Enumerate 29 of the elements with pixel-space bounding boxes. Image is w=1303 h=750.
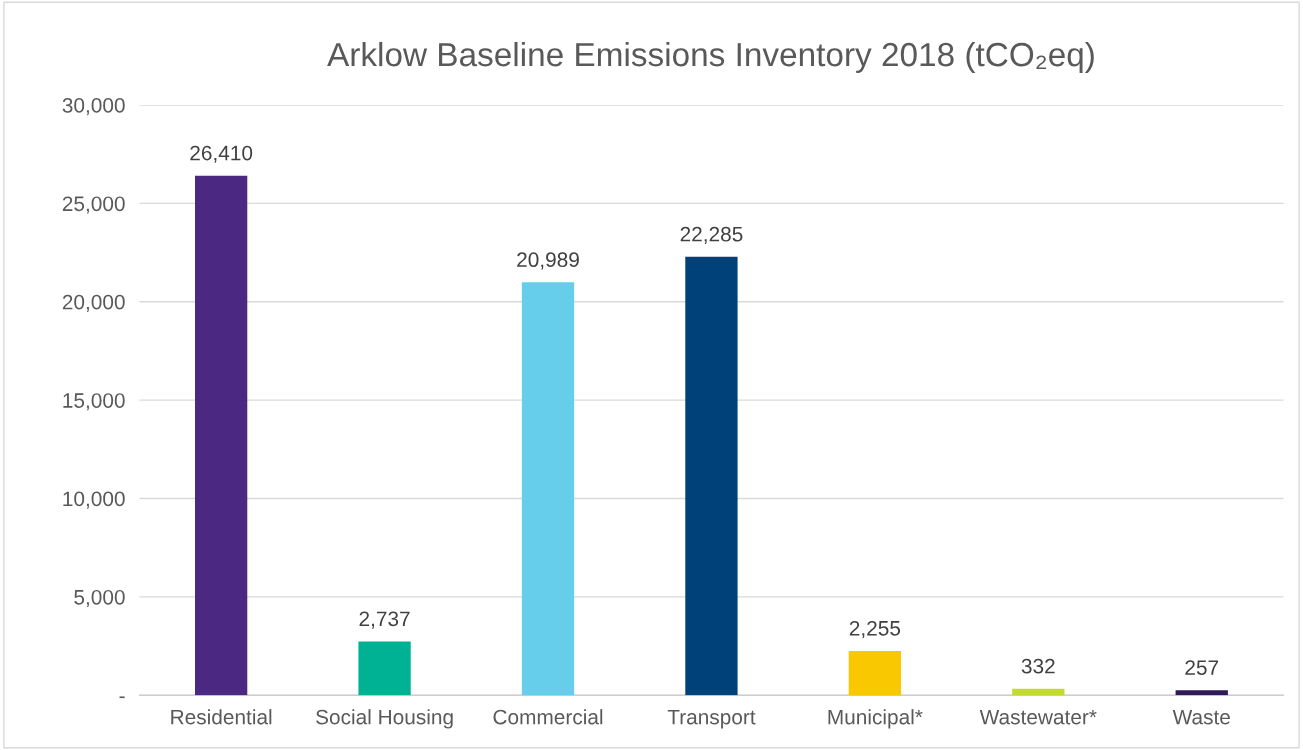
y-tick-label: 20,000 bbox=[62, 294, 125, 312]
x-tick-label: Transport bbox=[667, 709, 756, 729]
data-label: 332 bbox=[1021, 658, 1055, 674]
data-label: 26,410 bbox=[190, 145, 253, 163]
bar bbox=[1175, 690, 1228, 696]
x-tick-label: Wastewater* bbox=[979, 709, 1097, 725]
y-tick-label: 10,000 bbox=[63, 491, 125, 509]
bar bbox=[358, 641, 411, 696]
y-tick-label: 5,000 bbox=[74, 589, 125, 608]
data-label: 2,737 bbox=[359, 611, 410, 629]
data-label: 2,255 bbox=[849, 620, 901, 639]
bar bbox=[685, 256, 738, 696]
bar bbox=[521, 282, 575, 696]
x-tick-label: Municipal* bbox=[828, 709, 923, 729]
y-tick-label: 25,000 bbox=[62, 196, 125, 214]
chart-title: Arklow Baseline Emissions Inventory 2018 (tCO₂eq) bbox=[327, 41, 1094, 74]
bar bbox=[848, 650, 902, 696]
y-tick-label: - bbox=[119, 696, 125, 699]
data-label: 20,989 bbox=[517, 252, 579, 270]
data-label: 22,285 bbox=[680, 226, 743, 245]
x-tick-label: Residential bbox=[171, 709, 272, 725]
bar bbox=[194, 175, 248, 696]
x-tick-label: Commercial bbox=[493, 709, 603, 725]
x-tick-label: Waste bbox=[1172, 709, 1230, 725]
y-tick-label: 15,000 bbox=[63, 393, 125, 411]
data-label: 257 bbox=[1185, 660, 1219, 675]
x-tick-label: Social Housing bbox=[316, 709, 453, 729]
y-tick-label: 30,000 bbox=[62, 98, 125, 116]
bar bbox=[1012, 688, 1065, 696]
